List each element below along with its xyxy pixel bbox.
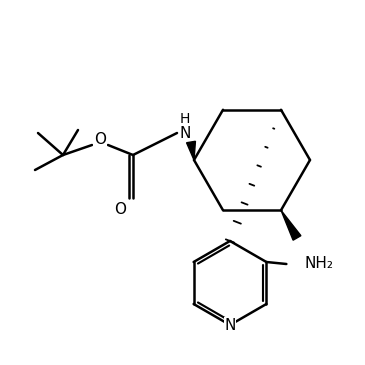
- Polygon shape: [281, 210, 301, 240]
- Polygon shape: [187, 141, 195, 160]
- Text: H: H: [180, 112, 190, 126]
- Text: NH₂: NH₂: [304, 257, 333, 272]
- Text: N: N: [179, 126, 191, 141]
- Text: O: O: [114, 201, 126, 216]
- Text: N: N: [224, 318, 236, 333]
- Text: O: O: [94, 132, 106, 147]
